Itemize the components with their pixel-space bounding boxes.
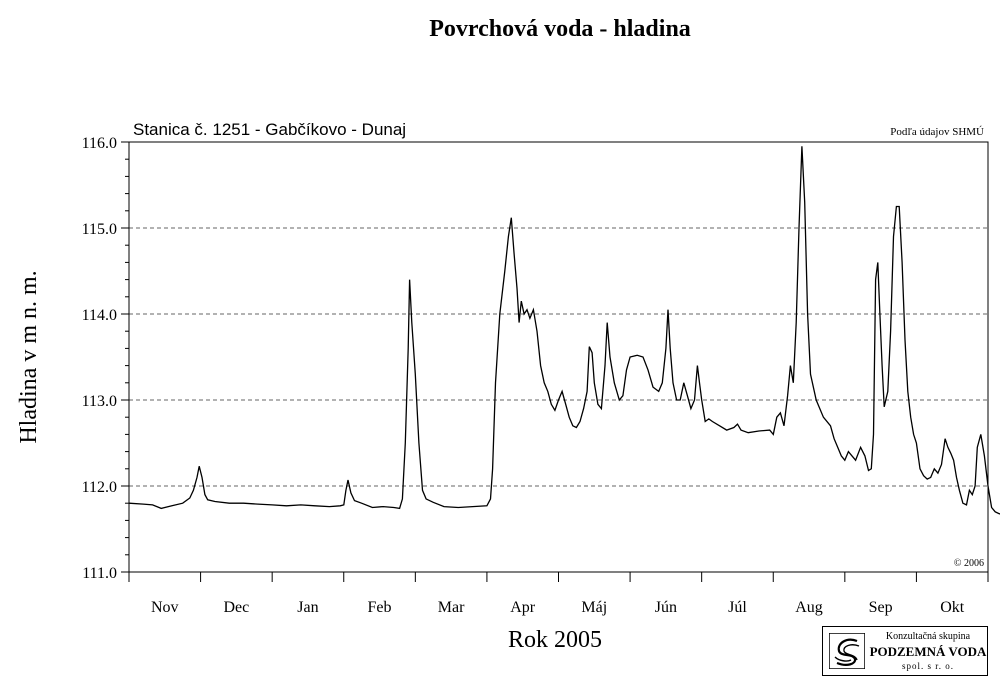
logo-icon — [829, 633, 865, 669]
x-axis-label: Rok 2005 — [508, 627, 602, 653]
x-tick-label: Mar — [438, 599, 465, 616]
logo-line-1: Konzultačná skupina — [885, 631, 971, 642]
x-axis: Nov Dec Jan Feb Mar Apr Máj Jún Júl Aug Sep Okt — [128, 572, 989, 616]
plot-frame — [128, 141, 989, 573]
x-tick-label: Júl — [728, 599, 747, 616]
y-tick-label: 116.0 — [82, 135, 117, 152]
logo-line-3: spol. s r. o. — [901, 661, 954, 671]
y-tick-label: 111.0 — [82, 565, 117, 582]
y-tick-label: 115.0 — [82, 221, 117, 238]
copyright-note: © 2006 — [954, 558, 984, 569]
x-tick-label: Máj — [581, 599, 607, 616]
x-tick-label: Apr — [510, 599, 536, 616]
x-tick-label: Okt — [940, 599, 965, 616]
x-tick-label: Feb — [368, 599, 392, 616]
x-tick-label: Sep — [869, 599, 893, 616]
gridlines — [129, 227, 988, 487]
logo-line-2: PODZEMNÁ VODA — [869, 644, 987, 659]
x-tick-label: Nov — [151, 599, 179, 616]
chart-subtitle: Stanica č. 1251 - Gabčíkovo - Dunaj — [133, 120, 406, 139]
y-axis: 111.0 112.0 113.0 114.0 115.0 116.0 — [82, 135, 129, 582]
chart-title: Povrchová voda - hladina — [429, 16, 691, 42]
x-tick-label: Aug — [795, 599, 823, 616]
x-tick-label: Jún — [655, 599, 677, 616]
y-tick-label: 114.0 — [82, 307, 117, 324]
y-tick-label: 112.0 — [82, 479, 117, 496]
series-line — [128, 146, 1000, 515]
company-logo: Konzultačná skupina PODZEMNÁ VODA spol. … — [822, 626, 988, 676]
x-tick-label: Jan — [297, 599, 318, 616]
y-tick-label: 113.0 — [82, 393, 117, 410]
y-axis-label: Hladina v m n. m. — [16, 270, 42, 443]
x-tick-label: Dec — [223, 599, 249, 616]
source-note: Podľa údajov SHMÚ — [890, 126, 984, 138]
